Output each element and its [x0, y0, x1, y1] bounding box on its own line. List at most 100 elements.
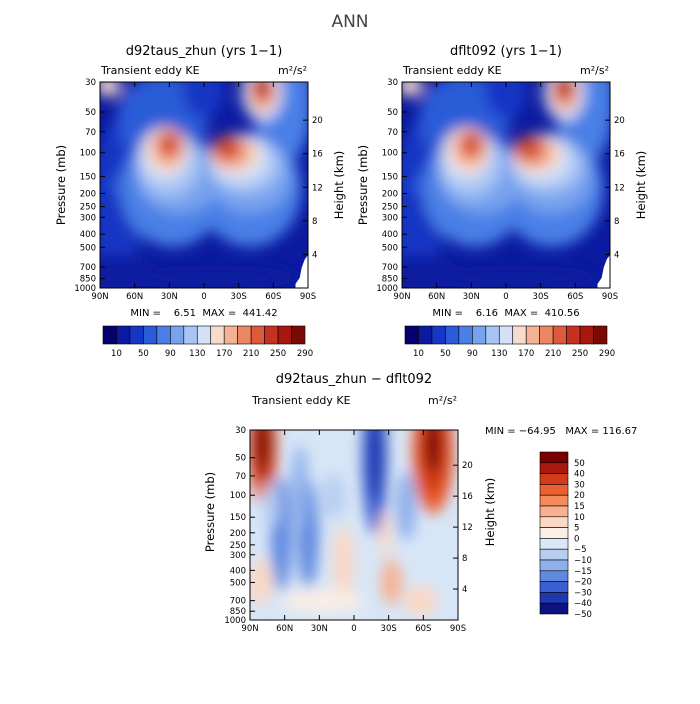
colorbar-swatch [431, 325, 446, 345]
y-tick-label: 250 [382, 203, 398, 213]
contour-blob [556, 82, 572, 97]
y-tick-label: 150 [230, 513, 246, 523]
contour-blob [291, 445, 309, 529]
x-tick-label: 90N [241, 624, 258, 634]
colorbar-label: 30 [574, 480, 585, 490]
contour-blob [433, 265, 600, 288]
y2-tick-label: 20 [312, 116, 323, 126]
colorbar-label: 290 [297, 349, 313, 359]
colorbar-label: −50 [574, 610, 592, 620]
colorbar-swatch [539, 527, 569, 539]
y-tick-label: 400 [382, 230, 398, 240]
panel-2-field-label: Transient eddy KE [402, 64, 502, 77]
colorbar-swatch [418, 325, 433, 345]
y2-tick-label: 8 [614, 217, 619, 227]
y-tick-label: 500 [230, 578, 246, 588]
x-tick-label: 60N [428, 292, 445, 302]
colorbar-swatch [539, 473, 569, 485]
panel-1-axes: 90N 60N 30N 0 30S 60S 90S 30 50 70 100 150 200 250300… [74, 78, 322, 302]
panel-2-colorbar: 10 50 90 130 170 210 250 290 [404, 325, 615, 359]
y2-tick-label: 12 [312, 183, 323, 193]
y-tick-label: 400 [80, 230, 96, 240]
y2-tick-label: 8 [312, 217, 317, 227]
colorbar-label: 10 [413, 349, 424, 359]
colorbar-swatch [196, 325, 212, 345]
panel-3: d92taus_zhun − dflt092 Transient eddy KE… [203, 372, 637, 634]
x-tick-label: 90S [450, 624, 466, 634]
x-tick-label: 60S [415, 624, 431, 634]
y2-tick-label: 4 [462, 585, 467, 595]
colorbar-swatch [291, 325, 306, 345]
colorbar-label: 20 [574, 491, 585, 501]
x-tick-label: 0 [201, 292, 206, 302]
contour-blob [250, 559, 273, 605]
x-tick-label: 90S [300, 292, 316, 302]
colorbar-swatch [210, 325, 225, 345]
y-tick-label: 500 [382, 243, 398, 253]
colorbar-label: 210 [243, 349, 259, 359]
colorbar-label: 90 [467, 349, 478, 359]
x-tick-label: 30N [463, 292, 480, 302]
x-tick-label: 30S [231, 292, 247, 302]
y2-tick-label: 16 [614, 150, 625, 160]
panel-2-minmax: MIN = 6.16 MAX = 410.56 [432, 308, 579, 319]
x-tick-label: 90S [602, 292, 618, 302]
x-tick-label: 60S [567, 292, 583, 302]
contour-blob [485, 82, 527, 118]
colorbar-label: 40 [574, 470, 585, 480]
y-tick-label: 50 [235, 454, 246, 464]
y-tick-label: 1000 [376, 284, 398, 294]
colorbar-swatch [498, 325, 514, 345]
x-tick-label: 90N [91, 292, 108, 302]
contour-blob [424, 430, 442, 474]
x-tick-label: 30N [311, 624, 328, 634]
panel-2-y2label: Height (km) [634, 151, 648, 220]
colorbar-swatch [539, 548, 569, 561]
y-tick-label: 200 [230, 529, 246, 539]
colorbar-swatch [170, 325, 185, 345]
topography-white [295, 255, 308, 288]
colorbar-label: 170 [518, 349, 534, 359]
colorbar-swatch [264, 325, 279, 345]
x-tick-label: 0 [503, 292, 508, 302]
colorbar-label: −15 [574, 567, 592, 577]
y2-tick-label: 12 [462, 523, 473, 533]
panel-3-minmax: MIN = −64.95 MAX = 116.67 [485, 426, 637, 437]
colorbar-swatch [539, 462, 569, 474]
contour-blob [256, 430, 269, 465]
colorbar-label: 5 [574, 524, 579, 534]
y-tick-label: 1000 [74, 284, 96, 294]
colorbar-swatch [445, 325, 460, 345]
colorbar-label: 15 [574, 502, 585, 512]
x-tick-label: 0 [351, 624, 356, 634]
colorbar-label: 0 [574, 534, 579, 544]
panel-3-ylabel: Pressure (mb) [203, 472, 217, 552]
contour-blob [402, 82, 423, 97]
contour-blob [183, 82, 225, 118]
colorbar-label: 250 [270, 349, 286, 359]
y-tick-label: 700 [382, 263, 398, 273]
y2-tick-label: 20 [462, 461, 473, 471]
y-tick-label: 1000 [224, 616, 246, 626]
contour-blob [378, 511, 392, 558]
y-tick-label: 200 [80, 189, 96, 199]
y-tick-label: 30 [387, 78, 398, 88]
y2-tick-label: 4 [312, 250, 317, 260]
panel-1-field-label: Transient eddy KE [100, 64, 200, 77]
colorbar-swatch [143, 325, 158, 345]
colorbar-swatch [566, 325, 581, 345]
colorbar-swatch [277, 325, 292, 345]
colorbar-swatch [525, 325, 540, 345]
colorbar-label: 130 [491, 349, 507, 359]
colorbar-swatch [129, 325, 144, 345]
panel-1: d92taus_zhun (yrs 1−1) Transient eddy KE… [54, 44, 346, 359]
x-tick-label: 30S [381, 624, 397, 634]
topography-white [597, 255, 610, 288]
colorbar-label: −10 [574, 556, 592, 566]
colorbar-label: −30 [574, 588, 592, 598]
contour-blob [262, 483, 280, 529]
colorbar-label: −40 [574, 599, 592, 609]
colorbar-label: 90 [165, 349, 176, 359]
y-tick-label: 70 [387, 128, 398, 138]
